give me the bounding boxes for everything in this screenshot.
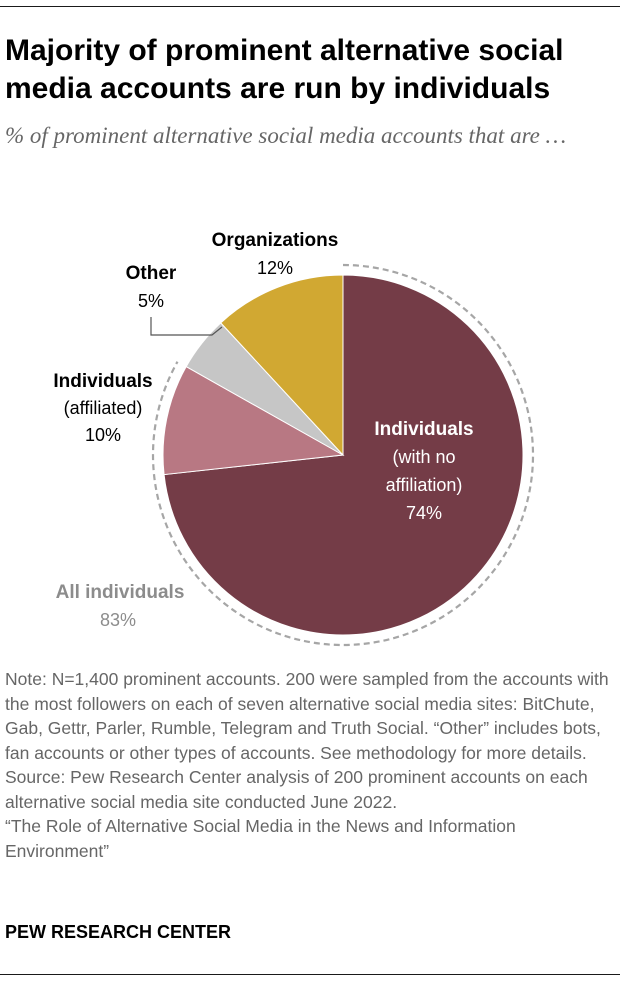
- top-rule: [0, 6, 620, 7]
- pie-chart: Individuals (with no affiliation) 74% Indivi…: [0, 200, 620, 660]
- chart-subtitle: % of prominent alternative social media …: [5, 123, 567, 148]
- slice-detail-individuals-affiliated: (affiliated): [64, 398, 143, 418]
- slice-value-individuals-no-affiliation: 74%: [406, 503, 442, 523]
- pie-slice-individuals-affiliated: [162, 365, 345, 476]
- slice-value-other: 5%: [138, 291, 164, 311]
- brand-logo-text: PEW RESEARCH CENTER: [5, 922, 232, 942]
- note-text: Note: N=1,400 prominent accounts. 200 we…: [5, 669, 609, 763]
- pie-chart-svg: Individuals (with no affiliation) 74% Indivi…: [53, 230, 535, 647]
- slice-detail-individuals-no-affiliation: affiliation): [386, 475, 463, 495]
- chart-notes: Note: N=1,400 prominent accounts. 200 we…: [5, 667, 610, 863]
- source-text: Source: Pew Research Center analysis of …: [5, 767, 588, 812]
- slice-value-individuals-affiliated: 10%: [85, 425, 121, 445]
- report-title: “The Role of Alternative Social Media in…: [5, 816, 516, 861]
- pie-slice-organizations: [220, 274, 344, 457]
- chart-title: Majority of prominent alternative social…: [5, 34, 564, 105]
- group-label-all-individuals: All individuals: [56, 582, 185, 603]
- slice-label-organizations: Organizations: [212, 230, 339, 251]
- slice-detail-individuals-no-affiliation: (with no: [392, 447, 455, 467]
- all-individuals-arc: [151, 263, 535, 647]
- slice-label-individuals-no-affiliation: Individuals: [374, 419, 473, 440]
- other-leader-line: [150, 317, 223, 336]
- group-value-all-individuals: 83%: [100, 610, 136, 630]
- slice-label-other: Other: [126, 263, 177, 284]
- slice-label-individuals-affiliated: Individuals: [53, 371, 152, 392]
- bottom-rule: [0, 974, 620, 975]
- slice-value-organizations: 12%: [257, 258, 293, 278]
